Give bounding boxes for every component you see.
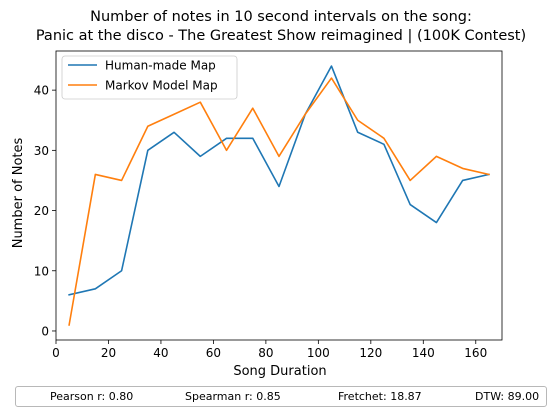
line-chart: Number of notes in 10 second intervals o… [11, 9, 526, 379]
x-tick-label: 40 [153, 346, 168, 360]
x-tick-label: 140 [412, 346, 435, 360]
y-tick-label: 40 [34, 84, 49, 98]
legend-label-1: Human-made Map [105, 59, 216, 73]
chart-title: Number of notes in 10 second intervals o… [90, 9, 472, 25]
fretchet-stat: Fretchet: 18.87 [338, 390, 422, 403]
x-tick-label: 160 [464, 346, 487, 360]
y-axis-label: Number of Notes [11, 137, 26, 248]
series-line-1 [68, 65, 490, 296]
legend-box [61, 55, 238, 100]
y-tick-label: 20 [34, 204, 49, 218]
x-tick-label: 100 [307, 346, 330, 360]
y-tick-label: 30 [34, 144, 49, 158]
x-axis-label: Song Duration [233, 364, 326, 379]
x-tick-label: 20 [101, 346, 116, 360]
legend-label-2: Markov Model Map [105, 79, 218, 93]
chart-subtitle: Panic at the disco - The Greatest Show r… [36, 28, 526, 44]
x-tick-label: 0 [52, 346, 60, 360]
x-tick-label: 80 [258, 346, 273, 360]
dtw-stat: DTW: 89.00 [475, 390, 540, 403]
pearson-stat: Pearson r: 0.80 [50, 390, 134, 403]
x-tick-label: 60 [206, 346, 221, 360]
axes-frame [55, 50, 503, 341]
spearman-stat: Spearman r: 0.85 [185, 390, 281, 403]
legend: Human-made Map Markov Model Map [61, 55, 238, 100]
plot-area: 0 20 40 60 80 100 120 140 160 0 10 20 30 40 [34, 50, 503, 360]
statistics-box: Pearson r: 0.80 Spearman r: 0.85 Fretche… [15, 386, 547, 407]
x-tick-label: 120 [359, 346, 382, 360]
y-tick-label: 10 [34, 264, 49, 278]
y-tick-label: 0 [41, 324, 49, 338]
series-line-2 [68, 77, 490, 326]
